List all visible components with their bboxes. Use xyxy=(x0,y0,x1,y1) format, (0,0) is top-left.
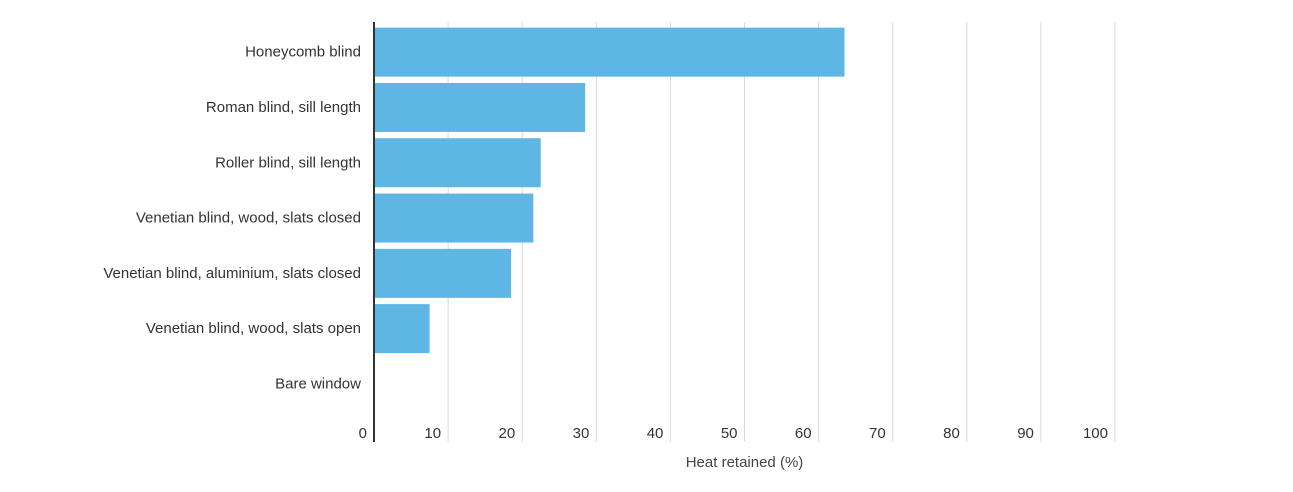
x-axis-title: Heat retained (%) xyxy=(686,454,804,471)
bar xyxy=(374,304,430,354)
x-tick-labels: 0 10 20 30 40 50 60 70 80 90 100 xyxy=(359,425,1108,442)
bar xyxy=(374,193,534,243)
category-label: Venetian blind, wood, slats closed xyxy=(136,210,361,227)
x-tick-label: 60 xyxy=(795,425,812,442)
bar xyxy=(374,27,845,77)
x-tick-label: 50 xyxy=(721,425,738,442)
x-tick-label: 90 xyxy=(1017,425,1034,442)
category-labels: Honeycomb blind Roman blind, sill length R… xyxy=(103,44,361,393)
x-tick-label: 10 xyxy=(424,425,441,442)
x-tick-label: 30 xyxy=(573,425,590,442)
x-tick-label: 70 xyxy=(869,425,886,442)
category-label: Honeycomb blind xyxy=(245,44,361,61)
bar xyxy=(374,138,541,188)
bars xyxy=(374,27,845,354)
bar xyxy=(374,248,512,298)
x-tick-label: 0 xyxy=(359,425,367,442)
category-label: Roman blind, sill length xyxy=(206,99,361,116)
x-tick-label: 40 xyxy=(647,425,664,442)
category-label: Venetian blind, wood, slats open xyxy=(146,320,361,337)
category-label: Venetian blind, aluminium, slats closed xyxy=(103,265,361,282)
bar xyxy=(374,82,586,132)
x-tick-label: 80 xyxy=(943,425,960,442)
x-tick-label: 20 xyxy=(499,425,516,442)
category-label: Bare window xyxy=(275,375,361,392)
x-tick-label: 100 xyxy=(1083,425,1108,442)
category-label: Roller blind, sill length xyxy=(215,154,361,171)
